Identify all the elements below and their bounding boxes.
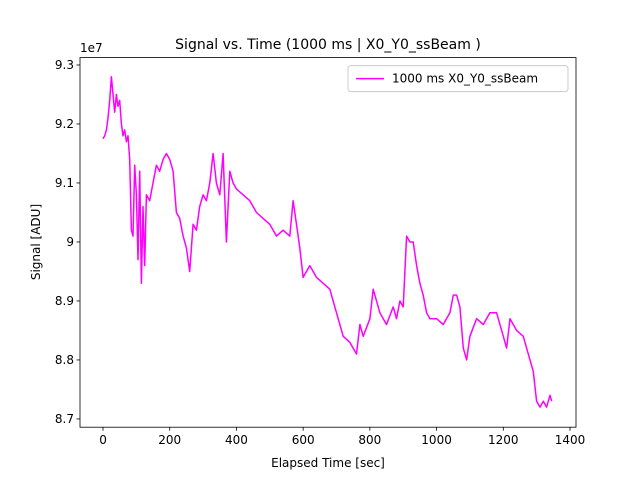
plot-frame (79, 57, 577, 428)
x-tick-label: 800 (358, 433, 381, 447)
y-tick-label: 9.2 (55, 117, 74, 131)
x-tick-label: 1000 (421, 433, 452, 447)
data-line (102, 76, 553, 408)
x-tick-label: 1200 (488, 433, 519, 447)
y-offset-label: 1e7 (80, 41, 103, 55)
y-tick-label: 8.9 (55, 294, 74, 308)
y-tick-label: 9.3 (55, 58, 74, 72)
y-tick-label: 8.7 (55, 412, 74, 426)
legend-box (347, 65, 569, 93)
x-axis-label: Elapsed Time [sec] (271, 456, 385, 470)
y-tick-label: 9.1 (55, 176, 74, 190)
x-tick-label: 200 (158, 433, 181, 447)
chart-title: Signal vs. Time (1000 ms | X0_Y0_ssBeam … (175, 37, 481, 53)
x-tick-label: 400 (225, 433, 248, 447)
y-tick-label: 8.8 (55, 353, 74, 367)
x-tick-label: 600 (292, 433, 315, 447)
x-tick-label: 0 (99, 433, 107, 447)
y-axis-label: Signal [ADU] (29, 204, 43, 280)
legend-label: 1000 ms X0_Y0_ssBeam (392, 72, 538, 86)
y-tick-label: 9 (66, 235, 74, 249)
x-tick-label: 1400 (555, 433, 586, 447)
